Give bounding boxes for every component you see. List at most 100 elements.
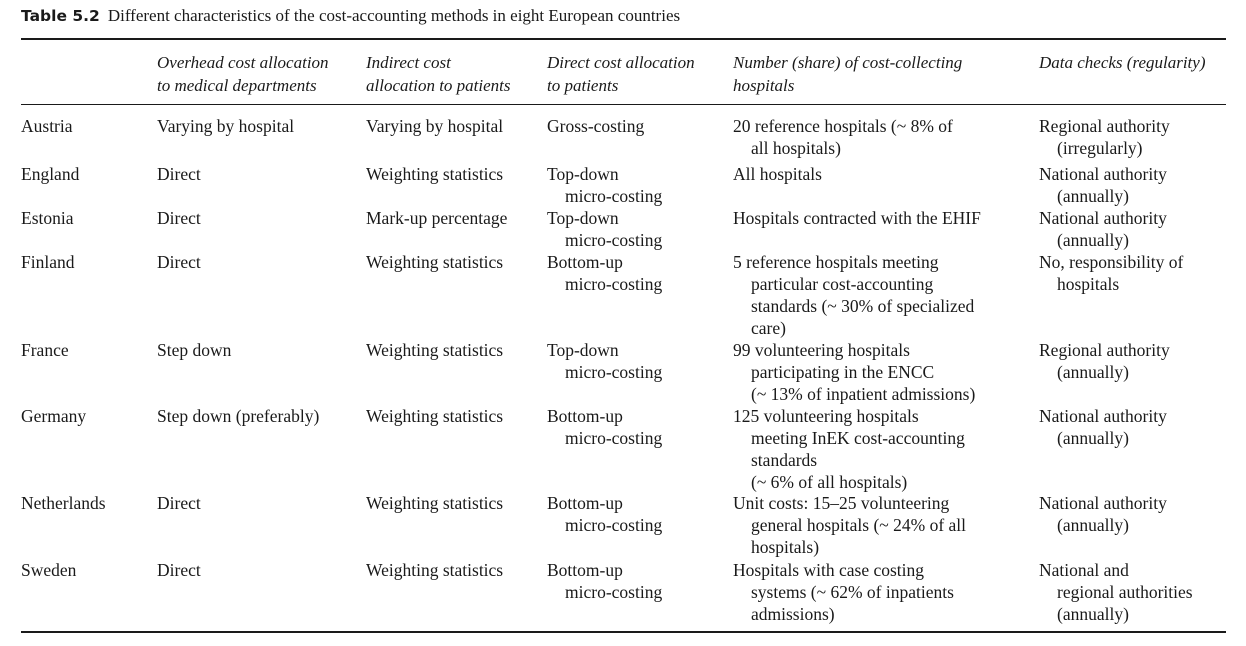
header-line: Overhead cost allocation: [157, 53, 329, 72]
cell-country: Finland: [21, 251, 74, 273]
cell-line: (annually): [1057, 186, 1129, 206]
cell-line: admissions): [751, 604, 835, 624]
cell-line: hospitals): [751, 537, 820, 557]
header-line: hospitals: [733, 75, 795, 95]
cell-country: Austria: [21, 115, 73, 137]
header-overhead-allocation: Overhead cost allocation to medical depar…: [157, 52, 329, 97]
cell-line: Estonia: [21, 208, 74, 228]
cell-line: Varying by hospital: [366, 116, 504, 136]
bottom-rule: [21, 631, 1226, 633]
cell-overhead-allocation: Step down: [157, 339, 231, 361]
cell-line: Varying by hospital: [157, 116, 295, 136]
cell-line: (annually): [1057, 515, 1129, 535]
cell-line: Netherlands: [21, 493, 106, 513]
cell-line: micro-costing: [565, 428, 663, 448]
cell-line: (annually): [1057, 362, 1129, 382]
cell-line: Bottom-up: [547, 406, 623, 426]
cell-data-checks: Regional authority (irregularly): [1039, 115, 1170, 159]
cell-direct-allocation: Top-down micro-costing: [547, 163, 662, 207]
cell-line: micro-costing: [565, 582, 663, 602]
cell-line: Top-down: [547, 164, 619, 184]
cell-line: Unit costs: 15–25 volunteering: [733, 493, 950, 513]
cell-line: (irregularly): [1057, 138, 1143, 158]
cell-country: England: [21, 163, 79, 185]
cell-line: Bottom-up: [547, 493, 623, 513]
cell-data-checks: National authority (annually): [1039, 163, 1167, 207]
header-hospital-share: Number (share) of cost-collecting hospita…: [733, 52, 962, 97]
cell-data-checks: National and regional authorities (annuall…: [1039, 559, 1193, 625]
cell-line: standards (~ 30% of specialized: [751, 296, 975, 316]
cell-hospital-share: 20 reference hospitals (~ 8% of all hospi…: [733, 115, 953, 159]
cell-line: meeting InEK cost-accounting: [751, 428, 965, 448]
cell-line: National and: [1039, 560, 1129, 580]
cell-line: Weighting statistics: [366, 252, 504, 272]
table-label: Table 5.2: [21, 7, 100, 25]
cell-overhead-allocation: Direct: [157, 251, 201, 273]
cell-hospital-share: Unit costs: 15–25 volunteering general ho…: [733, 492, 966, 558]
cell-direct-allocation: Top-down micro-costing: [547, 207, 662, 251]
cell-data-checks: National authority (annually): [1039, 207, 1167, 251]
cell-indirect-allocation: Weighting statistics: [366, 559, 503, 581]
cell-overhead-allocation: Varying by hospital: [157, 115, 294, 137]
cell-line: 99 volunteering hospitals: [733, 340, 910, 360]
top-rule: [21, 38, 1226, 40]
header-rule: [21, 104, 1226, 105]
cell-direct-allocation: Gross-costing: [547, 115, 644, 137]
cell-line: Finland: [21, 252, 75, 272]
header-line: to patients: [547, 75, 619, 95]
cell-line: (annually): [1057, 604, 1129, 624]
table-title: Different characteristics of the cost-ac…: [107, 6, 681, 25]
cell-line: regional authorities: [1057, 582, 1193, 602]
cell-line: Bottom-up: [547, 252, 623, 272]
cell-line: Weighting statistics: [366, 560, 504, 580]
cell-direct-allocation: Bottom-up micro-costing: [547, 405, 662, 449]
header-direct-allocation: Direct cost allocation to patients: [547, 52, 695, 97]
cell-line: (annually): [1057, 428, 1129, 448]
cell-line: micro-costing: [565, 362, 663, 382]
header-line: Indirect cost: [366, 53, 451, 72]
cell-line: Direct: [157, 208, 201, 228]
cell-direct-allocation: Bottom-up micro-costing: [547, 559, 662, 603]
cell-line: No, responsibility of: [1039, 252, 1184, 272]
cell-line: Weighting statistics: [366, 340, 504, 360]
cell-line: National authority: [1039, 493, 1167, 513]
header-line: Data checks (regularity): [1039, 53, 1206, 72]
cell-line: Hospitals with case costing: [733, 560, 925, 580]
cell-country: Sweden: [21, 559, 76, 581]
cell-country: France: [21, 339, 69, 361]
cell-line: (~ 6% of all hospitals): [751, 472, 908, 492]
header-line: to medical departments: [157, 75, 317, 95]
table-caption: Table 5.2 Different characteristics of th…: [21, 5, 680, 27]
cell-indirect-allocation: Weighting statistics: [366, 251, 503, 273]
cell-line: Austria: [21, 116, 73, 136]
cell-line: 20 reference hospitals (~ 8% of: [733, 116, 953, 136]
cell-indirect-allocation: Weighting statistics: [366, 405, 503, 427]
cell-line: hospitals: [1057, 274, 1120, 294]
cell-hospital-share: 5 reference hospitals meeting particular …: [733, 251, 974, 339]
cell-line: Direct: [157, 252, 201, 272]
cell-hospital-share: 99 volunteering hospitals participating i…: [733, 339, 975, 405]
cell-line: Step down: [157, 340, 232, 360]
cell-line: Germany: [21, 406, 87, 426]
cell-indirect-allocation: Varying by hospital: [366, 115, 503, 137]
cell-line: systems (~ 62% of inpatients: [751, 582, 954, 602]
cell-line: Regional authority: [1039, 340, 1170, 360]
cell-line: micro-costing: [565, 274, 663, 294]
cell-indirect-allocation: Weighting statistics: [366, 492, 503, 514]
cell-indirect-allocation: Weighting statistics: [366, 339, 503, 361]
cell-line: (annually): [1057, 230, 1129, 250]
cell-line: Weighting statistics: [366, 164, 504, 184]
cell-line: National authority: [1039, 164, 1167, 184]
cell-overhead-allocation: Direct: [157, 163, 201, 185]
cell-line: Bottom-up: [547, 560, 623, 580]
header-data-checks: Data checks (regularity): [1039, 52, 1205, 75]
cell-country: Germany: [21, 405, 86, 427]
cell-line: all hospitals): [751, 138, 841, 158]
header-line: Number (share) of cost-collecting: [733, 53, 963, 72]
cell-line: Weighting statistics: [366, 493, 504, 513]
cell-overhead-allocation: Direct: [157, 492, 201, 514]
header-indirect-allocation: Indirect cost allocation to patients: [366, 52, 511, 97]
cell-direct-allocation: Bottom-up micro-costing: [547, 492, 662, 536]
cell-line: micro-costing: [565, 186, 663, 206]
cell-line: care): [751, 318, 786, 338]
